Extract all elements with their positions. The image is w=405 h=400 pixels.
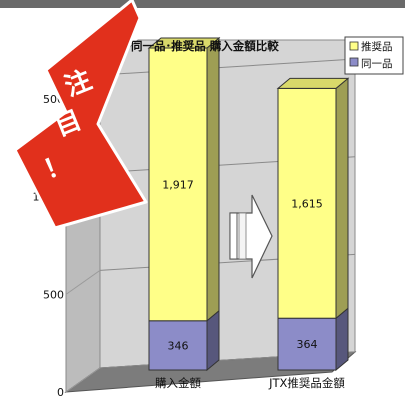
- top-frame-strip: [0, 0, 405, 8]
- red-arrow-icon: [13, 0, 148, 230]
- gridline: [99, 58, 356, 76]
- bar-segment-同一品: [277, 317, 337, 371]
- bar-top: [276, 77, 350, 89]
- bar-side-同一品: [335, 307, 349, 372]
- y-tick-label: 500: [43, 288, 64, 301]
- bar-segment-推奨品: [148, 47, 208, 322]
- legend-label-同一品: 同一品: [361, 58, 393, 70]
- legend-swatch-同一品: [349, 57, 359, 67]
- data-label: 1,615: [291, 197, 323, 210]
- bar-side-推奨品: [206, 36, 220, 322]
- bar-segment-推奨品: [277, 87, 337, 319]
- x-category-label-0: 購入金額: [155, 376, 201, 390]
- bar-top: [147, 37, 221, 49]
- comparison-arrow-icon: [229, 194, 273, 279]
- data-label: 364: [297, 338, 318, 351]
- attention-arrow-badge: 注 目 ！: [13, 0, 148, 230]
- chart-legend: 推奨品 同一品: [344, 36, 404, 75]
- bar-group: 346 1,917 364 1,615: [147, 36, 350, 372]
- gridline-side: [65, 269, 101, 295]
- chart-title: 同一品･推奨品 購入金額比較: [131, 39, 279, 53]
- bar-side-推奨品: [335, 77, 349, 320]
- legend-swatch-推奨品: [349, 41, 359, 51]
- gridline-side: [65, 367, 101, 393]
- data-label: 1,917: [162, 178, 194, 191]
- data-label: 346: [168, 339, 189, 352]
- x-category-label-1: JTX推奨品金額: [268, 376, 345, 390]
- y-tick-label: 0: [57, 386, 64, 399]
- legend-label-推奨品: 推奨品: [361, 40, 393, 53]
